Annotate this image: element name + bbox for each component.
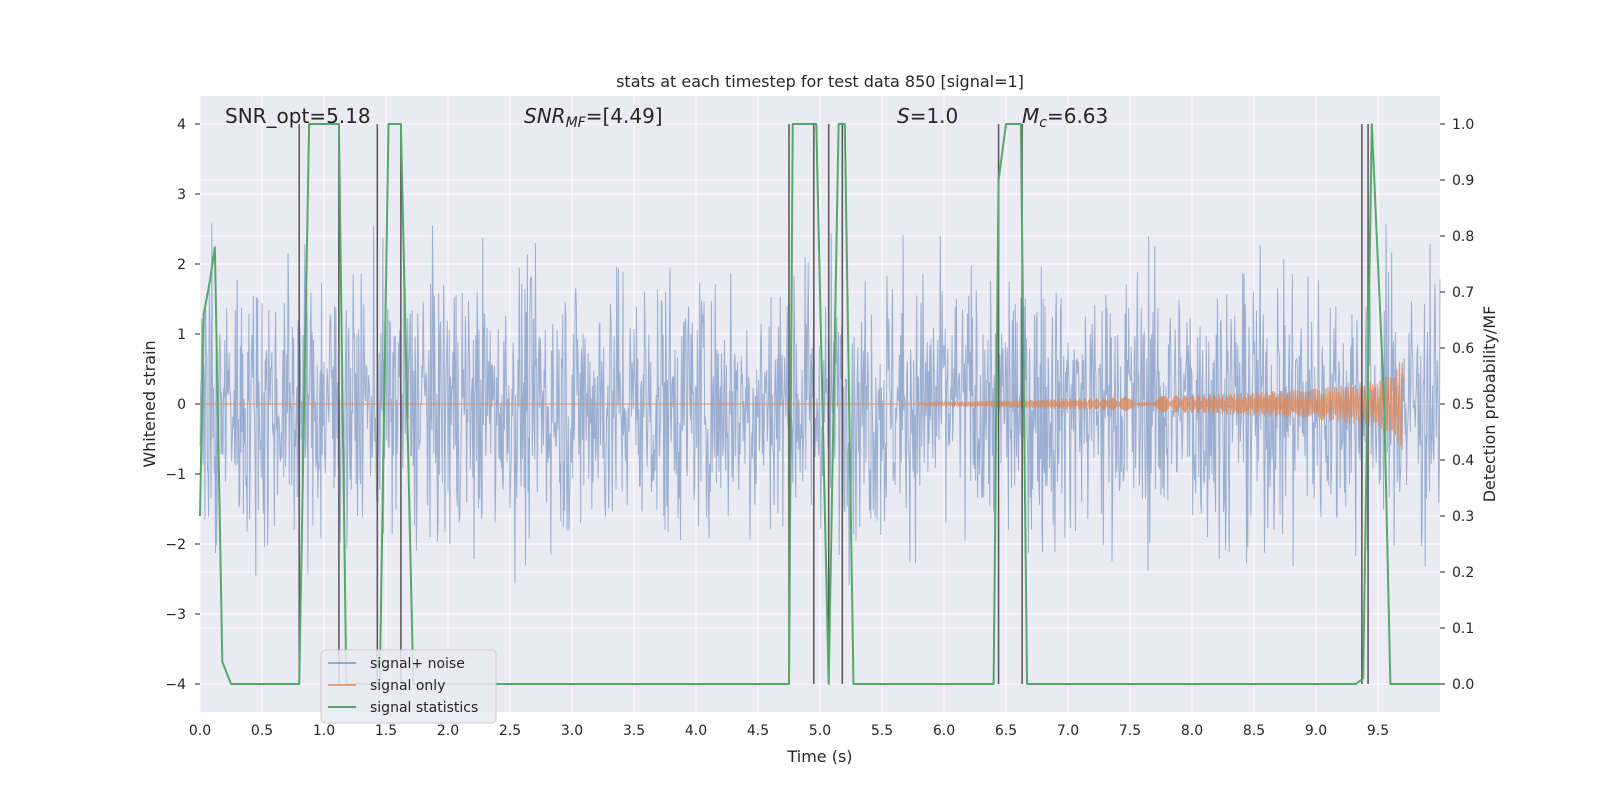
- x-tick-label: 8.5: [1243, 723, 1265, 739]
- x-tick-label: 1.5: [375, 723, 397, 739]
- x-tick-label: 7.5: [1119, 723, 1141, 739]
- detection-markers: [298, 124, 1369, 684]
- y-right-tick-label: 0.4: [1452, 453, 1474, 469]
- annotation-snr-opt: SNR_opt=5.18: [225, 104, 371, 128]
- y-right-tick-label: 0.0: [1452, 677, 1474, 693]
- x-tick-label: 4.0: [685, 723, 707, 739]
- x-tick-label: 0.5: [251, 723, 273, 739]
- x-tick-label: 9.0: [1305, 723, 1327, 739]
- y-right-tick-label: 0.5: [1452, 397, 1474, 413]
- y-tick-label: −2: [165, 537, 186, 553]
- x-tick-label: 6.0: [933, 723, 955, 739]
- y-tick-label: −3: [165, 607, 186, 623]
- y-tick-label: 0: [177, 397, 186, 413]
- x-tick-label: 9.5: [1367, 723, 1389, 739]
- x-tick-label: 3.0: [561, 723, 583, 739]
- y-tick-label: 2: [177, 257, 186, 273]
- y-tick-label: 3: [177, 187, 186, 203]
- x-tick-label: 2.0: [437, 723, 459, 739]
- y-tick-label: 4: [177, 117, 186, 133]
- legend-box: [320, 649, 497, 724]
- y-tick-label: −4: [165, 677, 186, 693]
- y-tick-label: 1: [177, 327, 186, 343]
- x-tick-label: 0.0: [189, 723, 211, 739]
- legend: signal+ noise signal only signal statist…: [320, 649, 497, 724]
- y-axis-ticks: 4 3 2 1 0 −1 −2 −3 −4: [165, 117, 200, 693]
- y-right-tick-label: 0.2: [1452, 565, 1474, 581]
- x-tick-label: 1.0: [313, 723, 335, 739]
- annotation-s: S=1.0: [897, 104, 958, 128]
- x-tick-label: 6.5: [995, 723, 1017, 739]
- x-tick-label: 2.5: [499, 723, 521, 739]
- legend-label-signal-statistics: signal statistics: [370, 700, 478, 716]
- y-right-tick-label: 0.3: [1452, 509, 1474, 525]
- y-axis-label: Whitened strain: [140, 340, 159, 467]
- y-right-tick-label: 1.0: [1452, 117, 1474, 133]
- x-tick-label: 7.0: [1057, 723, 1079, 739]
- annotation-mc: Mc=6.63: [1022, 104, 1108, 131]
- signal-statistics-line: [199, 123, 1440, 685]
- y-tick-label: −1: [165, 467, 186, 483]
- x-axis-label: Time (s): [786, 747, 852, 766]
- chart-title: stats at each timestep for test data 850…: [616, 72, 1024, 91]
- y-right-tick-label: 0.7: [1452, 285, 1474, 301]
- y-right-tick-label: 0.8: [1452, 229, 1474, 245]
- x-tick-label: 8.0: [1181, 723, 1203, 739]
- x-tick-label: 4.5: [747, 723, 769, 739]
- legend-label-signal-noise: signal+ noise: [370, 656, 465, 672]
- x-axis-ticks: 0.0 0.5 1.0 1.5 2.0 2.5 3.0 3.5 4.0 4.5 5.0 5.5 6.0 6…: [189, 723, 1389, 739]
- x-tick-label: 5.5: [871, 723, 893, 739]
- series-signal-statistics: [199, 123, 1440, 685]
- y-right-tick-label: 0.6: [1452, 341, 1474, 357]
- annotation-snr-mf: SNRMF=[4.49]: [524, 104, 663, 131]
- y-right-tick-label: 0.1: [1452, 621, 1474, 637]
- y-axis-right-ticks: 1.0 0.9 0.8 0.7 0.6 0.5 0.4 0.3 0.2 0.1 0.0: [1440, 117, 1474, 693]
- y-right-tick-label: 0.9: [1452, 173, 1474, 189]
- y-axis-right-label: Detection probability/MF: [1480, 306, 1499, 503]
- x-tick-label: 5.0: [809, 723, 831, 739]
- legend-label-signal-only: signal only: [370, 678, 445, 694]
- x-tick-label: 3.5: [623, 723, 645, 739]
